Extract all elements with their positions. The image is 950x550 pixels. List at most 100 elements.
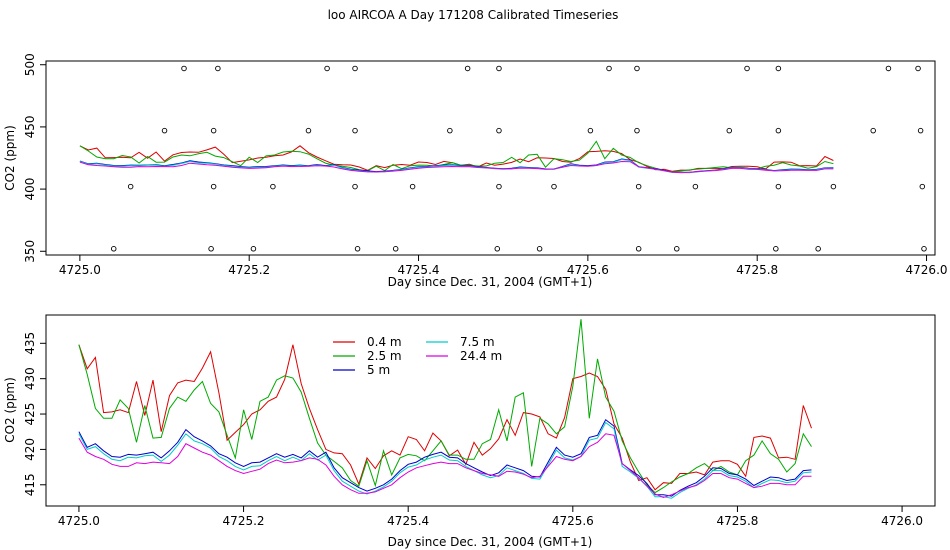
bottom-x-tick-label: 4725.0 [58,514,100,528]
outlier-point [635,246,642,252]
outlier-point [919,183,926,190]
bottom-x-axis: 4725.0 4725.2 4725.4 4725.6 4725.8 4726.0 [58,506,923,528]
outlier-point [635,183,642,190]
outlier-point [210,127,217,134]
top-y-axis: 350 400 450 500 [23,53,46,263]
outlier-point [352,65,358,72]
bottom-series-line [78,319,812,494]
bottom-series-line [78,433,812,499]
outlier-point [464,65,471,72]
outlier-point [270,183,276,190]
outlier-point [496,65,502,72]
bottom-y-tick-label: 425 [23,403,37,426]
top-x-tick-label: 4725.0 [59,263,101,277]
outlier-point [775,127,782,134]
outlier-point [830,183,837,190]
bottom-series-line [78,421,812,499]
top-x-axis: 4725.0 4725.2 4725.4 4725.6 4725.8 4726.0 [59,255,948,277]
outlier-point [885,65,892,72]
outlier-point [536,246,543,252]
bottom-panel: 4725.0 4725.2 4725.4 4725.6 4725.8 4726.0 415… [3,314,936,549]
outlier-point [305,127,312,134]
outlier-point [110,246,117,252]
bottom-y-axis: 415 420 425 430 435 [23,332,46,496]
legend-label: 7.5 m [460,335,495,349]
outlier-point [127,183,134,190]
bottom-plot-frame [45,314,936,507]
outlier-point [354,246,361,252]
bottom-x-axis-label: Day since Dec. 31, 2004 (GMT+1) [388,535,593,549]
bottom-x-tick-label: 4725.8 [716,514,758,528]
outlier-point [773,246,779,252]
top-y-tick-label: 500 [23,53,37,76]
outlier-point [775,183,782,190]
top-x-tick-label: 4725.4 [398,263,440,277]
outlier-point [392,246,399,252]
outlier-point [917,127,924,134]
top-x-tick-label: 4726.0 [906,263,948,277]
top-x-tick-label: 4725.6 [567,263,609,277]
outlier-point [634,127,640,134]
outlier-point [494,246,501,252]
outlier-point [352,183,358,190]
top-series-line [79,160,834,174]
outlier-point [915,65,921,72]
legend-label: 24.4 m [460,349,502,363]
chart-title: loo AIRCOA A Day 171208 Calibrated Times… [328,8,619,22]
outlier-point [634,65,640,72]
top-y-tick-label: 350 [23,240,37,263]
bottom-x-tick-label: 4725.2 [223,514,265,528]
bottom-x-tick-label: 4725.6 [552,514,594,528]
top-y-tick-label: 400 [23,178,37,201]
bottom-series-line [78,418,812,497]
outlier-point [606,65,612,72]
outlier-point [775,65,782,72]
outlier-point [324,65,330,72]
top-x-tick-label: 4725.8 [736,263,778,277]
top-plot-frame [45,60,936,256]
outlier-point [870,127,876,134]
bottom-series-line [78,344,812,491]
outlier-point [815,246,821,252]
bottom-y-tick-label: 415 [23,473,37,496]
outlier-point [496,183,502,190]
top-x-axis-label: Day since Dec. 31, 2004 (GMT+1) [388,275,593,289]
outlier-point [210,183,217,190]
outlier-point [409,183,416,190]
outlier-point [250,246,257,252]
bottom-y-tick-label: 435 [23,332,37,355]
bottom-y-axis-label: CO2 (ppm) [3,377,17,443]
outlier-point [551,183,557,190]
top-series-line [79,140,834,173]
outlier-point [674,246,680,252]
top-outlier-points [110,65,927,252]
outlier-point [352,127,358,134]
bottom-series-lines [78,319,812,499]
outlier-point [161,127,168,134]
bottom-legend: 0.4 m2.5 m5 m 7.5 m24.4 m [333,335,502,377]
outlier-point [215,65,221,72]
legend-label: 5 m [367,363,390,377]
bottom-y-tick-label: 430 [23,367,37,390]
outlier-point [587,127,594,134]
top-y-tick-label: 450 [23,115,37,138]
outlier-point [744,65,750,72]
outlier-point [208,246,214,252]
outlier-point [921,246,927,252]
top-y-axis-label: CO2 (ppm) [3,125,17,191]
outlier-point [692,183,699,190]
outlier-point [726,127,733,134]
bottom-y-tick-label: 420 [23,438,37,461]
outlier-point [181,65,187,72]
legend-label: 0.4 m [367,335,402,349]
bottom-x-tick-label: 4726.0 [881,514,923,528]
legend-label: 2.5 m [367,349,402,363]
top-x-tick-label: 4725.2 [228,263,270,277]
top-panel: 4725.0 4725.2 4725.4 4725.6 4725.8 4726.0 350… [3,53,948,289]
outlier-point [447,127,453,134]
top-series-lines [79,140,834,174]
outlier-point [496,127,502,134]
bottom-x-tick-label: 4725.4 [387,514,429,528]
